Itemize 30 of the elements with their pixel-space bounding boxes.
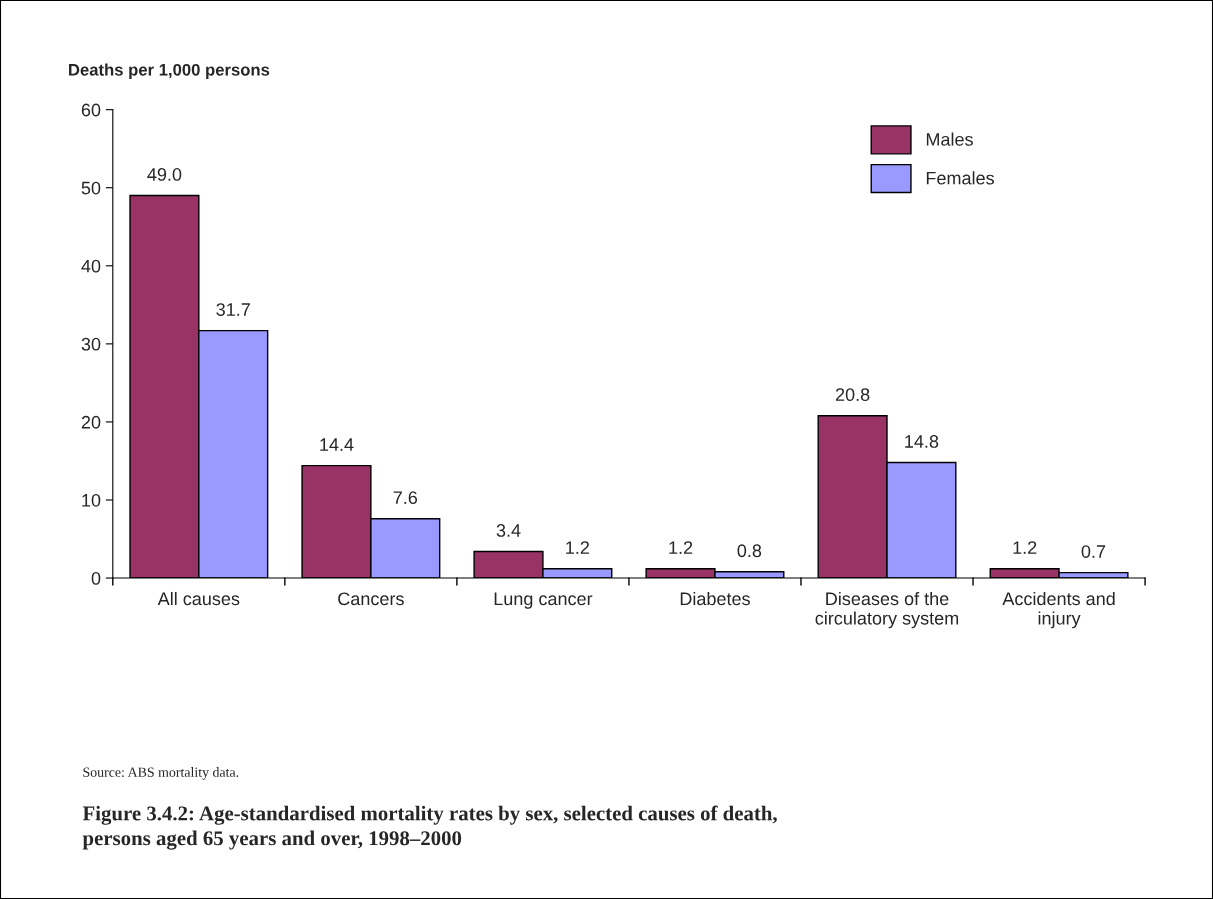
legend-label: Males bbox=[926, 132, 973, 146]
source-note: Source: ABS mortality data. bbox=[83, 767, 239, 780]
data-label: 7.6 bbox=[393, 491, 418, 505]
x-tick-label: Lung cancer bbox=[494, 592, 593, 609]
y-tick-label: 60 bbox=[81, 103, 101, 117]
data-label: 20.8 bbox=[835, 388, 870, 402]
x-tick-label: Accidents and injury bbox=[1002, 591, 1115, 629]
y-tick-label: 0 bbox=[91, 571, 101, 585]
data-label: 3.4 bbox=[496, 524, 521, 537]
legend-label: Females bbox=[926, 171, 994, 185]
text: Figure 3.4.2: Age-standardised mortality rates by sex, selected causes of death, persons aged 65 years and over, 1998–2000 bbox=[82, 805, 777, 850]
y-tick-label: 20 bbox=[81, 415, 101, 429]
x-tick-label: All causes bbox=[157, 591, 240, 606]
x-tick-label: Diabetes bbox=[680, 591, 750, 606]
y-tick-label: 30 bbox=[81, 337, 101, 351]
data-label: 49.0 bbox=[147, 168, 182, 181]
data-label: 1.2 bbox=[669, 541, 693, 554]
x-tick-label: Diseases of the circulatory system bbox=[815, 591, 959, 629]
x-tick-label: Cancers bbox=[338, 592, 404, 606]
data-label: 14.4 bbox=[320, 438, 354, 451]
data-label: 1.2 bbox=[1013, 541, 1037, 554]
data-label: 0.7 bbox=[1081, 545, 1106, 558]
data-label: 14.8 bbox=[905, 435, 939, 448]
data-label: 31.7 bbox=[216, 303, 250, 316]
y-tick-label: 10 bbox=[82, 493, 101, 507]
y-axis-title: Deaths per 1,000 persons bbox=[69, 63, 270, 79]
y-tick-label: 50 bbox=[81, 181, 101, 195]
data-label: 0.8 bbox=[737, 544, 762, 558]
data-label: 1.2 bbox=[566, 541, 589, 554]
y-tick-label: 40 bbox=[81, 259, 101, 273]
